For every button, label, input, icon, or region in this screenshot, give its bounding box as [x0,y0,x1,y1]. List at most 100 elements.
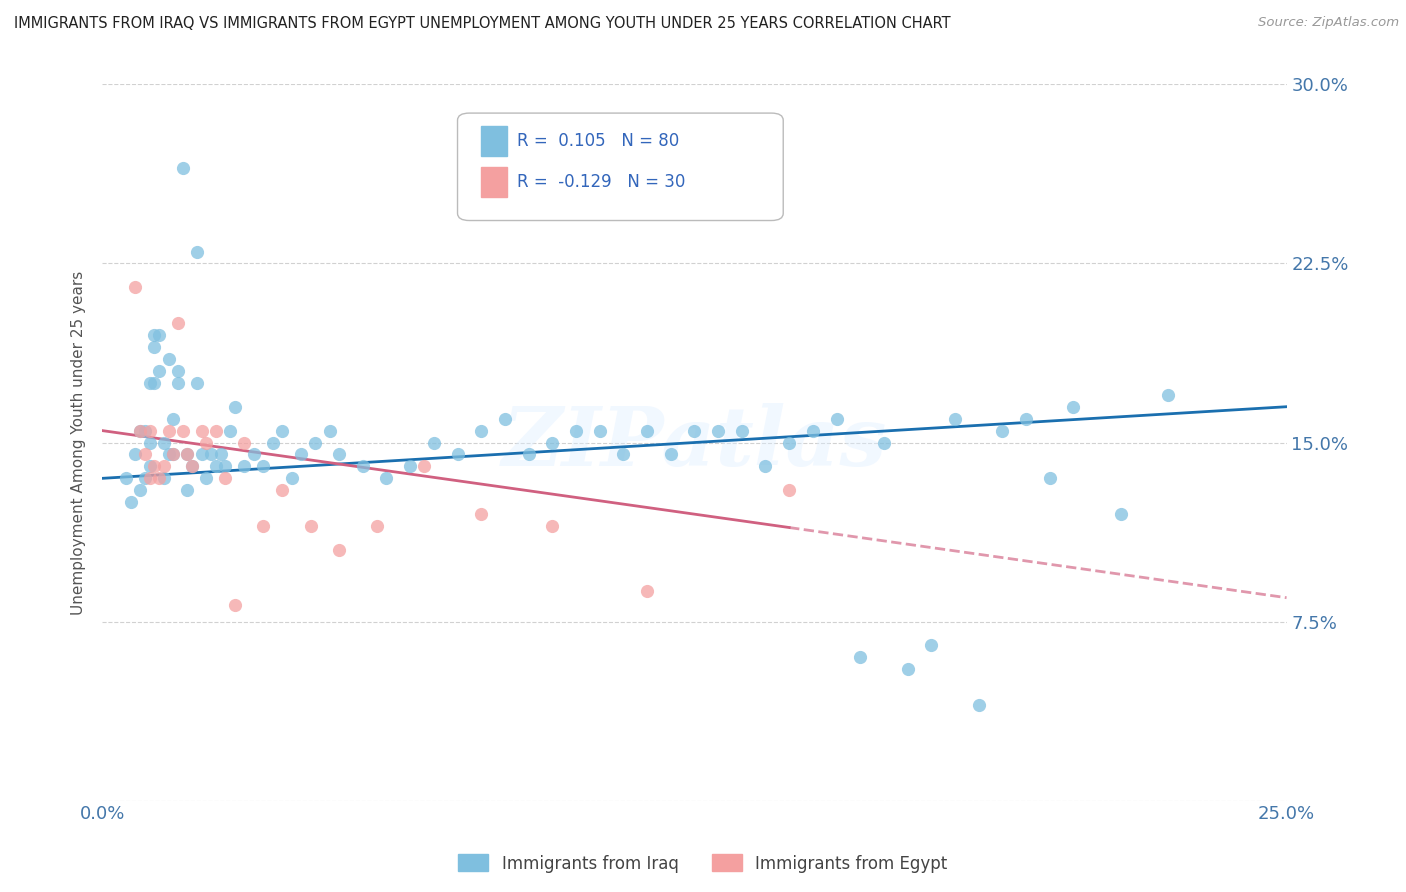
Point [271,483,294,498]
Text: IMMIGRANTS FROM IRAQ VS IMMIGRANTS FROM EGYPT UNEMPLOYMENT AMONG YOUTH UNDER 25 : IMMIGRANTS FROM IRAQ VS IMMIGRANTS FROM … [14,16,950,31]
Bar [481,167,508,196]
Point [290,447,312,461]
Point [181,459,204,474]
Point [148,364,170,378]
Point [157,351,180,366]
Point [129,483,152,498]
Point [517,447,540,461]
Point [636,583,658,598]
Point [707,424,730,438]
Point [233,459,256,474]
Point [190,447,212,461]
Point [214,459,236,474]
Point [243,447,266,461]
Point [943,411,966,425]
Text: ZIPatlas: ZIPatlas [502,402,887,483]
Text: R =  -0.129   N = 30: R = -0.129 N = 30 [517,172,685,191]
Point [967,698,990,713]
Point [271,424,294,438]
Point [754,459,776,474]
Point [200,447,222,461]
Point [167,376,190,390]
Point [205,459,228,474]
Point [224,598,246,612]
Point [153,459,176,474]
Point [778,435,800,450]
Point [124,280,146,294]
Bar [481,126,508,155]
Point [252,519,274,533]
Point [138,471,160,485]
Point [176,447,198,461]
FancyBboxPatch shape [457,113,783,220]
Point [299,519,322,533]
Point [138,376,160,390]
Point [683,424,706,438]
Point [328,447,350,461]
Point [162,447,184,461]
Point [413,459,436,474]
Point [134,471,156,485]
Point [138,435,160,450]
Point [186,376,208,390]
Point [195,435,218,450]
Point [470,424,492,438]
Point [280,471,302,485]
Point [612,447,634,461]
Point [778,483,800,498]
Point [124,447,146,461]
Point [148,471,170,485]
Point [153,471,176,485]
Point [423,435,446,450]
Point [659,447,682,461]
Point [176,447,198,461]
Point [1062,400,1084,414]
Point [366,519,388,533]
Point [176,483,198,498]
Point [849,650,872,665]
Point [636,424,658,438]
Point [233,435,256,450]
Point [120,495,142,509]
Point [991,424,1014,438]
Point [541,519,564,533]
Point [205,424,228,438]
Point [172,161,194,175]
Point [190,424,212,438]
Point [541,435,564,450]
Point [138,459,160,474]
Point [214,471,236,485]
Point [134,424,156,438]
Point [920,639,942,653]
Point [134,447,156,461]
Point [143,340,166,354]
Point [209,447,232,461]
Point [565,424,588,438]
Point [873,435,896,450]
Text: Source: ZipAtlas.com: Source: ZipAtlas.com [1258,16,1399,29]
Point [801,424,824,438]
Point [167,364,190,378]
Point [1039,471,1062,485]
Point [129,424,152,438]
Point [470,507,492,521]
Point [186,244,208,259]
Point [399,459,422,474]
Point [731,424,754,438]
Point [143,376,166,390]
Point [148,328,170,343]
Legend: Immigrants from Iraq, Immigrants from Egypt: Immigrants from Iraq, Immigrants from Eg… [451,847,955,880]
Point [157,424,180,438]
Point [1109,507,1132,521]
Point [588,424,610,438]
Point [252,459,274,474]
Point [825,411,848,425]
Point [262,435,284,450]
Y-axis label: Unemployment Among Youth under 25 years: Unemployment Among Youth under 25 years [72,270,86,615]
Point [1015,411,1038,425]
Text: R =  0.105   N = 80: R = 0.105 N = 80 [517,132,679,150]
Point [494,411,516,425]
Point [172,424,194,438]
Point [897,662,920,676]
Point [446,447,468,461]
